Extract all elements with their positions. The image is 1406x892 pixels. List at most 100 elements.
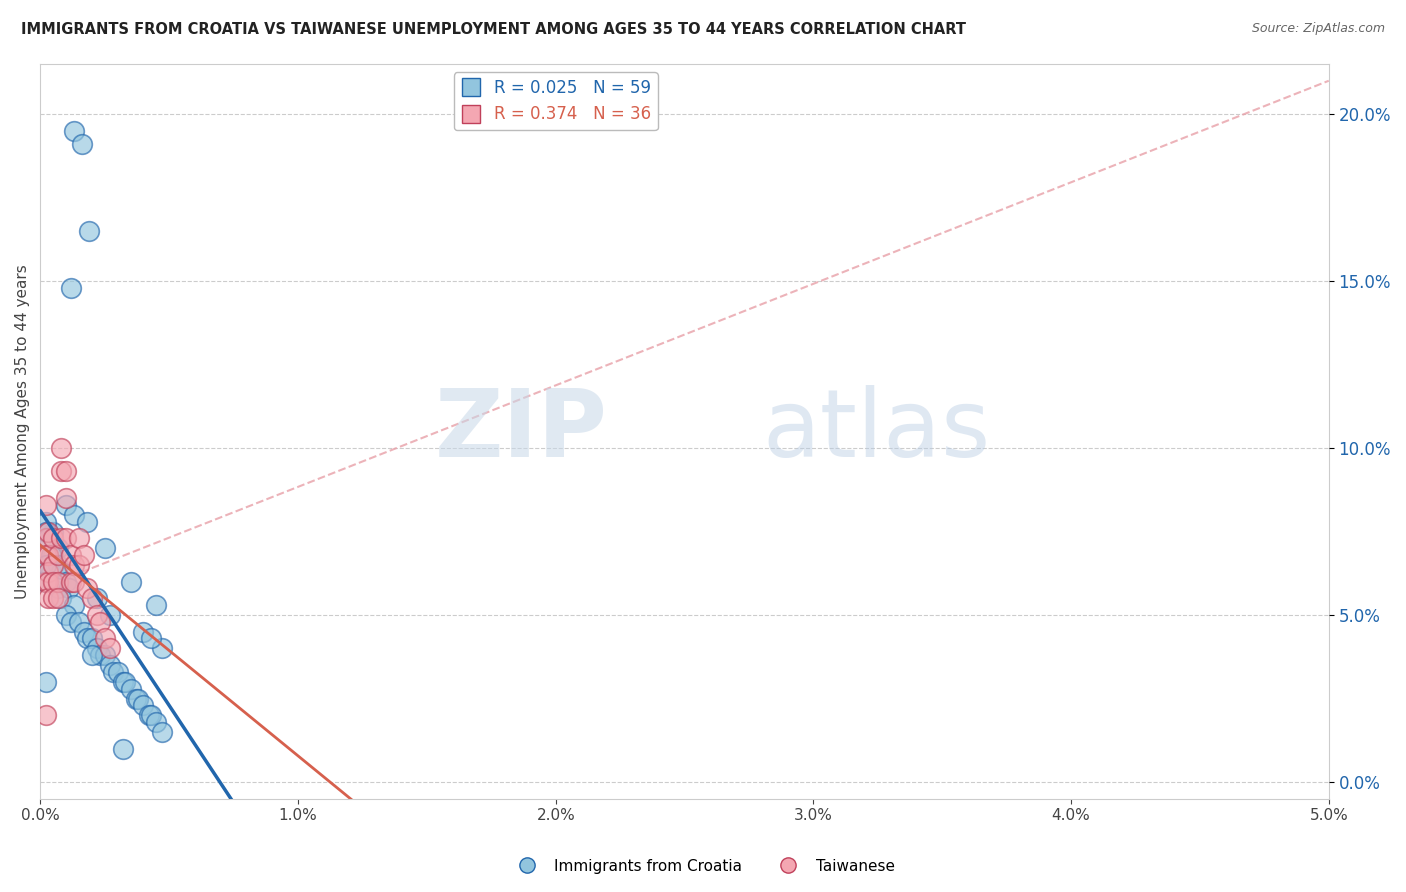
Point [49, 591, 72, 606]
Point [150, 641, 173, 656]
Text: IMMIGRANTS FROM CROATIA VS TAIWANESE UNEMPLOYMENT AMONG AGES 35 TO 44 YEARS CORR: IMMIGRANTS FROM CROATIA VS TAIWANESE UNE… [21, 22, 966, 37]
Point [37, 548, 59, 562]
Point [138, 708, 160, 723]
Point [73, 548, 96, 562]
Point [114, 674, 136, 689]
Point [49, 531, 72, 545]
Point [55, 531, 77, 545]
Point [42, 558, 65, 572]
Point [34, 574, 56, 589]
Point [34, 574, 56, 589]
Point [63, 558, 86, 572]
Point [101, 665, 124, 679]
Point [39, 548, 62, 562]
Point [37, 591, 59, 606]
Point [55, 465, 77, 479]
Point [125, 691, 148, 706]
Point [145, 598, 167, 612]
Point [48, 574, 70, 589]
Point [49, 565, 72, 579]
Point [39, 565, 62, 579]
Point [94, 648, 117, 662]
Point [67, 615, 90, 629]
Point [80, 648, 103, 662]
Point [34, 515, 56, 529]
Point [37, 531, 59, 545]
Point [60, 281, 83, 295]
Legend: Immigrants from Croatia, Taiwanese: Immigrants from Croatia, Taiwanese [505, 853, 901, 880]
Point [141, 708, 163, 723]
Point [42, 591, 65, 606]
Point [34, 548, 56, 562]
Point [55, 491, 77, 506]
Point [48, 541, 70, 556]
Point [37, 524, 59, 539]
Point [120, 574, 142, 589]
Point [60, 548, 83, 562]
Point [76, 632, 98, 646]
Text: Source: ZipAtlas.com: Source: ZipAtlas.com [1251, 22, 1385, 36]
Point [49, 441, 72, 455]
Point [67, 558, 90, 572]
Point [34, 524, 56, 539]
Point [48, 558, 70, 572]
Point [55, 574, 77, 589]
Point [49, 465, 72, 479]
Point [48, 582, 70, 596]
Y-axis label: Unemployment Among Ages 35 to 44 years: Unemployment Among Ages 35 to 44 years [15, 264, 30, 599]
Point [79, 224, 101, 238]
Point [145, 714, 167, 729]
Point [111, 741, 134, 756]
Point [48, 591, 70, 606]
Point [60, 615, 83, 629]
Point [67, 531, 90, 545]
Point [76, 515, 98, 529]
Point [42, 524, 65, 539]
Point [42, 548, 65, 562]
Point [63, 574, 86, 589]
Point [63, 124, 86, 138]
Point [98, 641, 121, 656]
Point [37, 524, 59, 539]
Point [70, 137, 93, 152]
Point [55, 498, 77, 512]
Point [58, 582, 80, 596]
Point [80, 632, 103, 646]
Point [42, 531, 65, 545]
Legend: R = 0.025   N = 59, R = 0.374   N = 36: R = 0.025 N = 59, R = 0.374 N = 36 [454, 72, 658, 130]
Point [48, 548, 70, 562]
Point [94, 541, 117, 556]
Point [73, 624, 96, 639]
Point [63, 598, 86, 612]
Text: atlas: atlas [762, 385, 990, 477]
Text: ZIP: ZIP [434, 385, 607, 477]
Point [86, 641, 108, 656]
Point [98, 658, 121, 673]
Point [89, 615, 111, 629]
Point [34, 708, 56, 723]
Point [34, 674, 56, 689]
Point [89, 648, 111, 662]
Point [94, 632, 117, 646]
Point [86, 591, 108, 606]
Point [34, 531, 56, 545]
Point [80, 591, 103, 606]
Point [76, 582, 98, 596]
Point [141, 632, 163, 646]
Point [150, 725, 173, 739]
Point [132, 698, 155, 713]
Point [37, 574, 59, 589]
Point [37, 558, 59, 572]
Point [98, 608, 121, 623]
Point [34, 558, 56, 572]
Point [63, 508, 86, 522]
Point [60, 574, 83, 589]
Point [107, 665, 129, 679]
Point [34, 498, 56, 512]
Point [42, 574, 65, 589]
Point [55, 608, 77, 623]
Point [127, 691, 149, 706]
Point [120, 681, 142, 696]
Point [111, 674, 134, 689]
Point [37, 565, 59, 579]
